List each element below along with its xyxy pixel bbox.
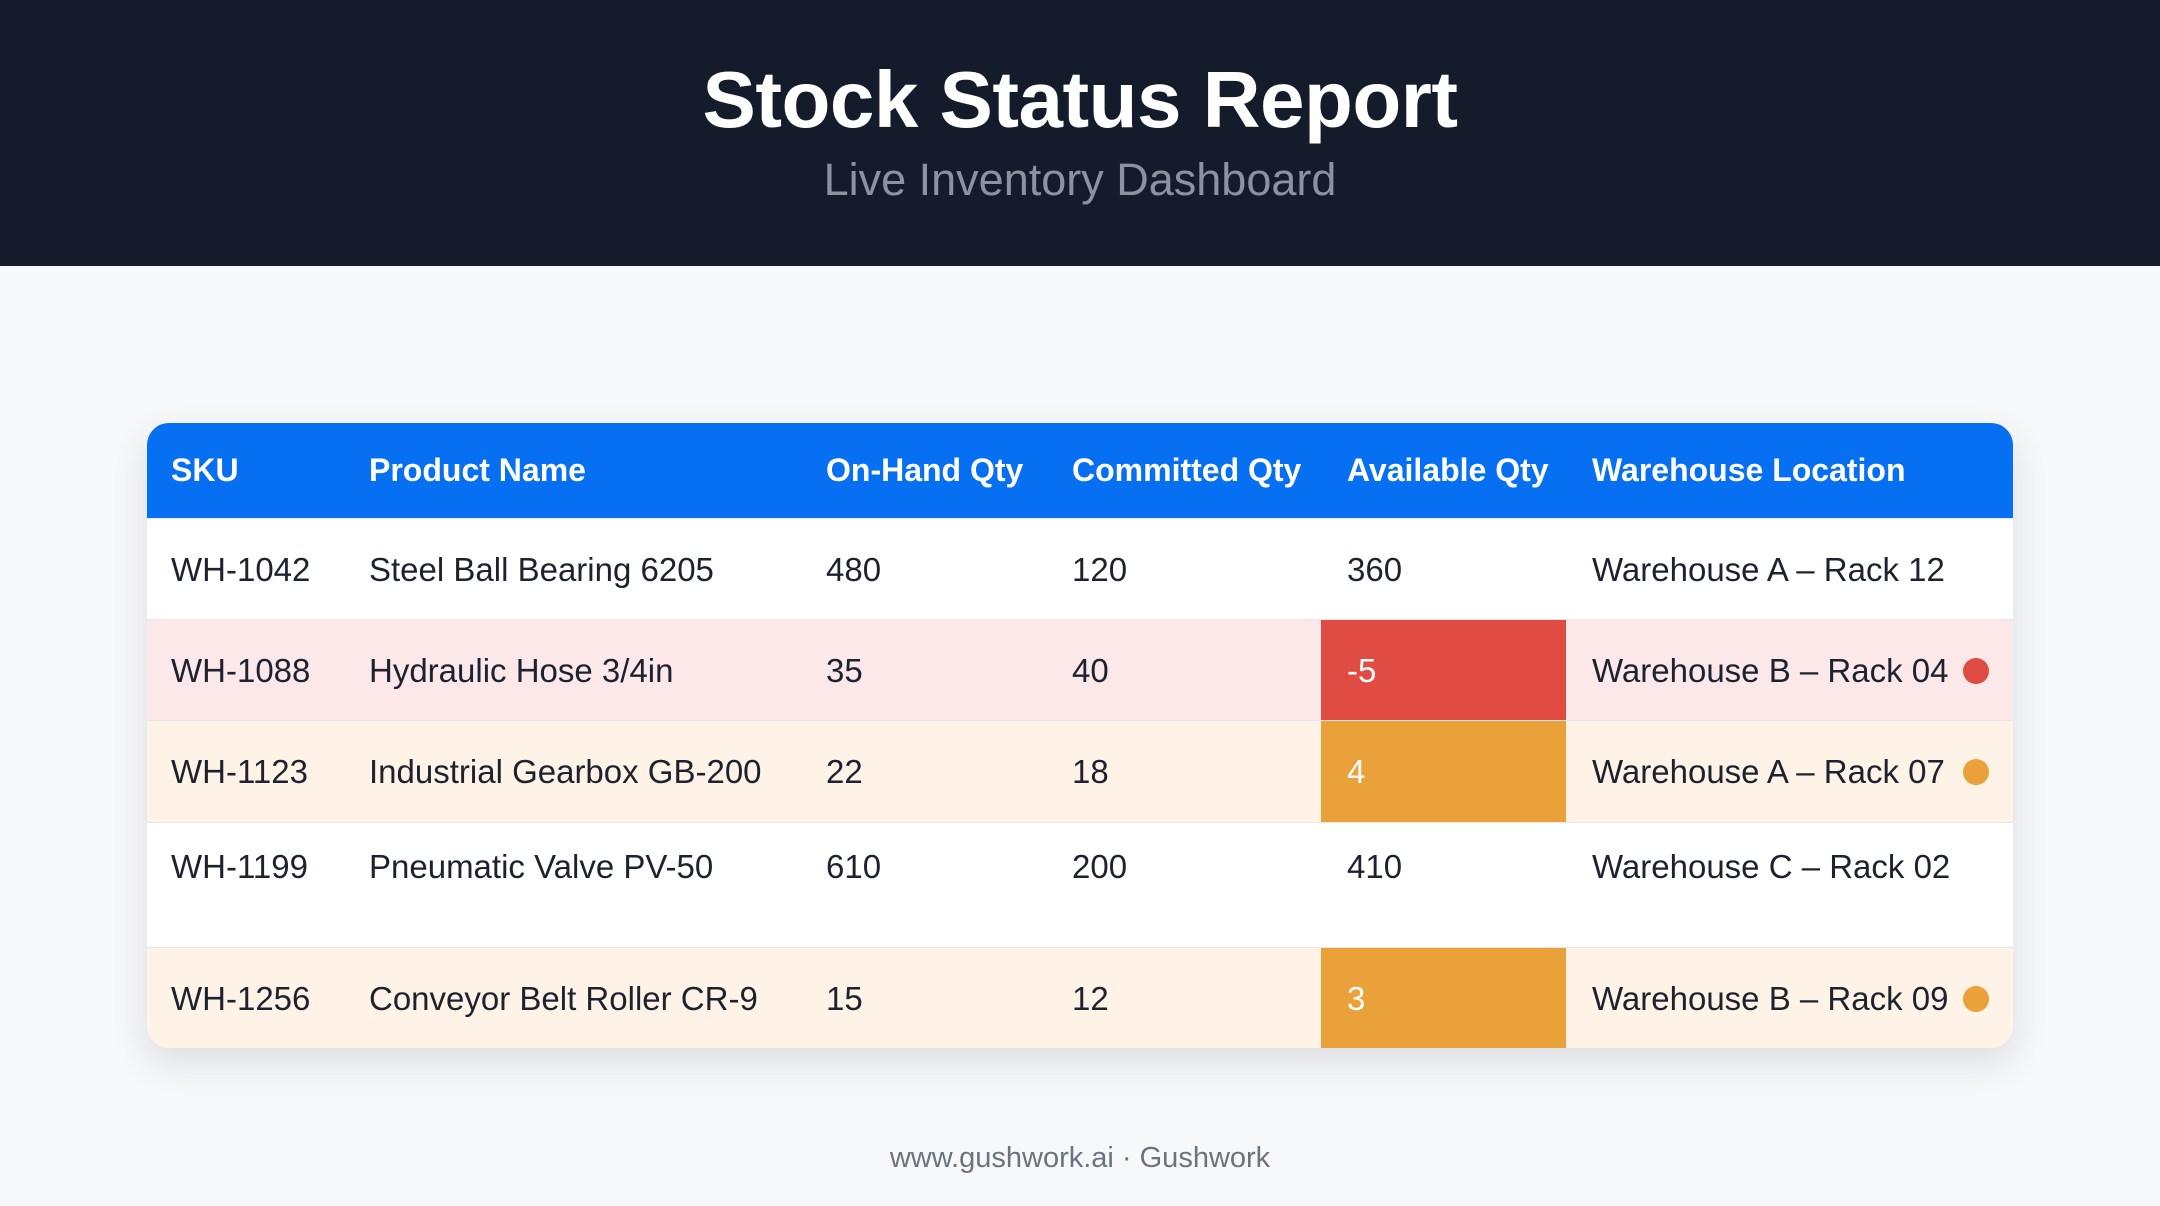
- table-row[interactable]: WH-1042 Steel Ball Bearing 6205 480 120 360 W…: [147, 518, 2013, 619]
- committed-qty-cell: 120: [1072, 551, 1128, 588]
- product-name-cell: Hydraulic Hose 3/4in: [369, 652, 674, 689]
- table-header: SKU Product Name On-Hand Qty Committed Q…: [147, 423, 2013, 518]
- column-header-sku[interactable]: SKU: [171, 452, 239, 488]
- on-hand-qty-cell: 35: [826, 652, 863, 689]
- on-hand-qty-cell: 22: [826, 753, 863, 790]
- on-hand-qty-cell: 610: [826, 848, 882, 885]
- page-subtitle: Live Inventory Dashboard: [823, 154, 1337, 205]
- warehouse-location-cell: Warehouse C – Rack 02: [1592, 848, 1951, 885]
- product-name-cell: Steel Ball Bearing 6205: [369, 551, 714, 588]
- column-header-warehouse-location[interactable]: Warehouse Location: [1592, 452, 1906, 488]
- product-name-cell: Pneumatic Valve PV-50: [369, 848, 714, 885]
- status-dot-icon: [1963, 658, 1989, 684]
- page-title: Stock Status Report: [702, 55, 1458, 144]
- column-header-committed-qty[interactable]: Committed Qty: [1072, 452, 1302, 488]
- product-name-cell: Industrial Gearbox GB-200: [369, 753, 762, 790]
- available-qty-cell: 3: [1347, 980, 1366, 1017]
- available-qty-highlight: 3: [1321, 948, 1566, 1048]
- committed-qty-cell: 12: [1072, 980, 1109, 1017]
- sku-cell: WH-1199: [171, 848, 308, 885]
- sku-cell: WH-1256: [171, 980, 311, 1017]
- available-qty-cell: 410: [1347, 848, 1403, 885]
- on-hand-qty-cell: 480: [826, 551, 882, 588]
- available-qty-highlight: 4: [1321, 721, 1566, 822]
- column-header-available-qty[interactable]: Available Qty: [1347, 452, 1549, 488]
- committed-qty-cell: 18: [1072, 753, 1109, 790]
- column-header-product-name[interactable]: Product Name: [369, 452, 586, 488]
- sku-cell: WH-1123: [171, 753, 308, 790]
- status-dot-icon: [1963, 986, 1989, 1012]
- sku-cell: WH-1088: [171, 652, 311, 689]
- available-qty-cell: 4: [1347, 753, 1366, 790]
- warehouse-location-cell: Warehouse A – Rack 07: [1592, 753, 1945, 790]
- warehouse-location-cell: Warehouse B – Rack 04: [1592, 652, 1949, 689]
- table-row[interactable]: WH-1088 Hydraulic Hose 3/4in 35 40 -5 Warehou…: [147, 619, 2013, 720]
- footer-text: www.gushwork.ai · Gushwork: [889, 1142, 1271, 1174]
- status-dot-icon: [1963, 759, 1989, 785]
- product-name-cell: Conveyor Belt Roller CR-9: [369, 980, 758, 1017]
- warehouse-location-cell: Warehouse A – Rack 12: [1592, 551, 1945, 588]
- column-header-on-hand-qty[interactable]: On-Hand Qty: [826, 452, 1024, 488]
- available-qty-highlight: -5: [1321, 620, 1566, 720]
- table-row[interactable]: WH-1123 Industrial Gearbox GB-200 22 18 4 War…: [147, 720, 2013, 822]
- warehouse-location-cell: Warehouse B – Rack 09: [1592, 980, 1949, 1017]
- sku-cell: WH-1042: [171, 551, 311, 588]
- table-row[interactable]: WH-1256 Conveyor Belt Roller CR-9 15 12 3 War…: [147, 947, 2013, 1048]
- stock-table: SKU Product Name On-Hand Qty Committed Q…: [147, 423, 2013, 1048]
- on-hand-qty-cell: 15: [826, 980, 863, 1017]
- committed-qty-cell: 200: [1072, 848, 1128, 885]
- committed-qty-cell: 40: [1072, 652, 1109, 689]
- available-qty-cell: -5: [1347, 652, 1377, 689]
- table-row[interactable]: WH-1199 Pneumatic Valve PV-50 610 200 410 War…: [147, 822, 2013, 947]
- report-header: Stock Status Report Live Inventory Dashb…: [0, 0, 2160, 266]
- available-qty-cell: 360: [1347, 551, 1403, 588]
